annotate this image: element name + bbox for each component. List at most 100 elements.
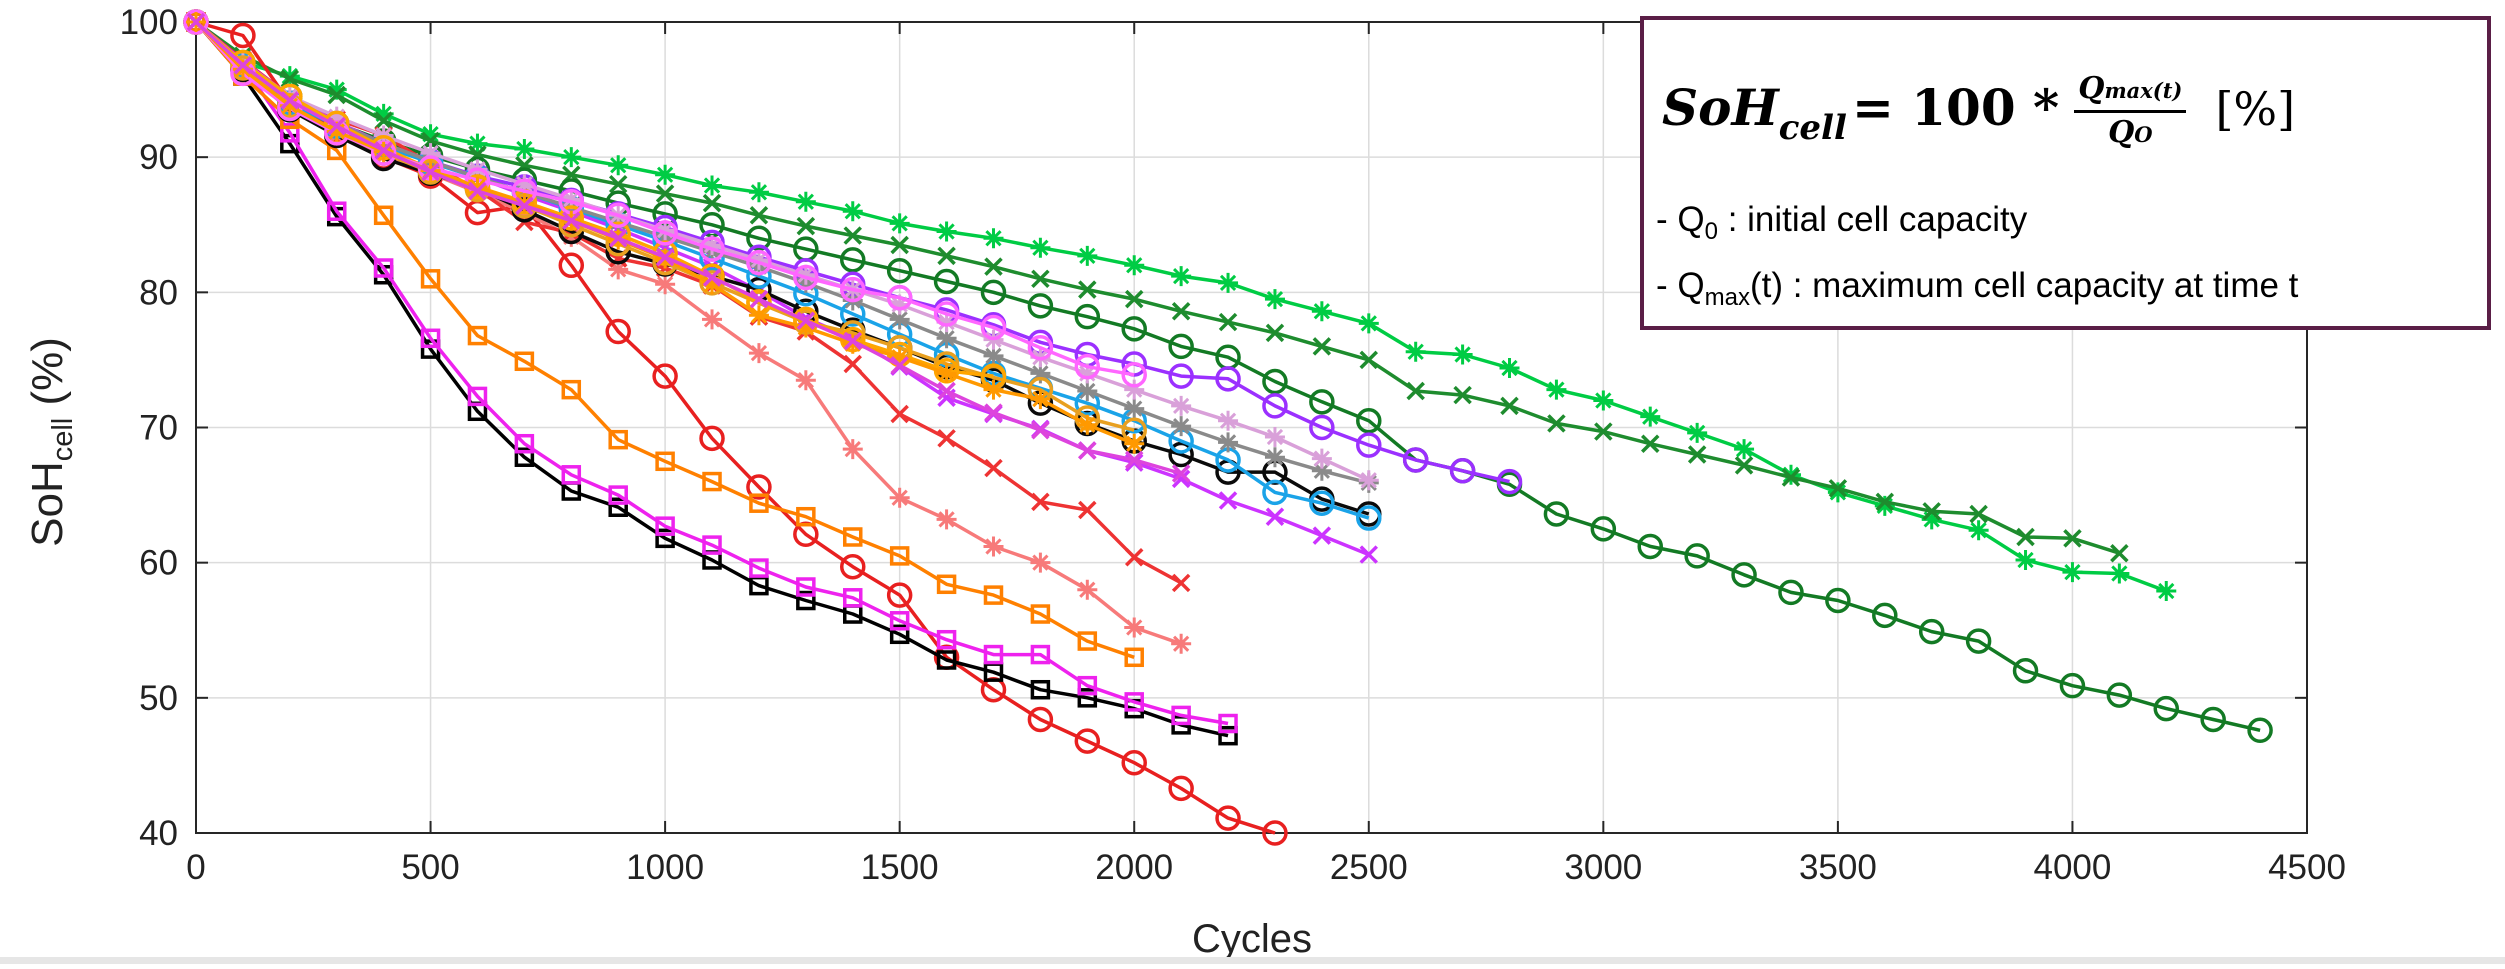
data-point [1309,389,1335,415]
data-point [1640,406,1661,427]
data-point [1262,820,1288,846]
data-point [1827,482,1848,503]
data-point [983,228,1004,249]
data-point [1309,490,1335,516]
data-point [702,235,723,256]
data-point [1077,245,1098,266]
data-point [1171,705,1191,726]
data-point [468,181,487,201]
data-point [326,201,347,221]
data-point [843,331,862,351]
data-point [1124,255,1145,276]
data-point [889,546,910,566]
data-point [1311,460,1332,481]
data-point [748,182,769,203]
data-point [1359,350,1379,370]
data-point [2247,717,2273,744]
note2-prefix: - Q [1656,266,1705,305]
data-point [795,264,816,285]
data-point [936,312,957,333]
data-point [1031,492,1050,512]
data-point [1077,579,1098,600]
data-point [655,164,676,185]
data-point [1311,301,1332,322]
data-point [1781,468,1801,487]
data-point [420,269,441,289]
note1-prefix: - Q [1656,200,1705,239]
data-point [1078,441,1097,460]
data-point [1264,289,1285,310]
data-point [1171,266,1192,287]
data-point [655,184,675,203]
data-point [937,429,956,448]
data-point [1262,393,1288,419]
y-tick-label: 40 [139,814,178,853]
data-point [233,56,253,75]
data-point [1031,269,1050,289]
data-point [1922,502,1941,521]
data-point [1356,432,1382,458]
data-point [1641,434,1660,453]
data-point [1077,688,1098,708]
data-point [1921,509,1942,530]
series-group [186,12,2129,563]
series-line [194,20,2261,733]
y-axis-label-main: SoH [23,461,72,547]
data-point [1825,587,1851,614]
data-point [2062,562,2083,583]
data-point [2016,527,2035,547]
data-point [1078,500,1097,520]
note-initial-capacity: - Q0 : initial cell capacity [1656,200,2027,246]
data-point [749,289,769,309]
data-point [796,216,816,236]
data-point [1215,366,1241,392]
data-point [1168,333,1194,360]
data-point [655,274,676,295]
data-point [1402,447,1429,473]
data-point [605,318,631,345]
data-point [373,103,394,124]
data-point [1074,728,1101,754]
data-point [1077,414,1098,435]
data-point [1124,692,1144,712]
data-point [2200,706,2226,733]
data-point [230,22,256,49]
data-point [983,345,1004,366]
data-point [1265,507,1285,526]
data-point [702,309,723,330]
data-point [1874,495,1895,516]
data-point [608,485,628,505]
data-point [1637,533,1663,560]
data-point [2063,529,2082,548]
data-point [1594,422,1613,441]
data-point [1121,316,1147,342]
formula-lhs-sub: cell [1778,108,1847,148]
data-point [327,85,346,105]
data-point [840,553,866,580]
axis-labels: Cycles SoHcell (%) [23,337,1312,961]
data-point [561,147,582,168]
data-point [1077,381,1098,402]
formula-numerator-base: Q [2078,71,2105,106]
data-point [1027,706,1054,733]
note1-text: : initial cell capacity [1717,200,2028,239]
data-point [1687,422,1708,443]
data-point [2110,543,2129,563]
x-tick-label: 4000 [2034,848,2112,887]
data-point [1828,479,1848,498]
formula-fraction: Qmax(t) QO [2074,71,2187,150]
data-point [1077,363,1098,384]
data-point [1969,504,1988,524]
data-point [890,235,909,255]
data-point [746,474,772,500]
data-point [936,221,957,242]
y-axis-label: SoHcell (%) [23,337,79,547]
formula-denominator-sub: O [2134,122,2153,147]
data-point [1030,552,1051,573]
data-point [561,379,582,400]
data-point [984,458,1003,478]
data-point [514,174,535,195]
data-point [1218,432,1239,453]
data-point [886,582,913,608]
